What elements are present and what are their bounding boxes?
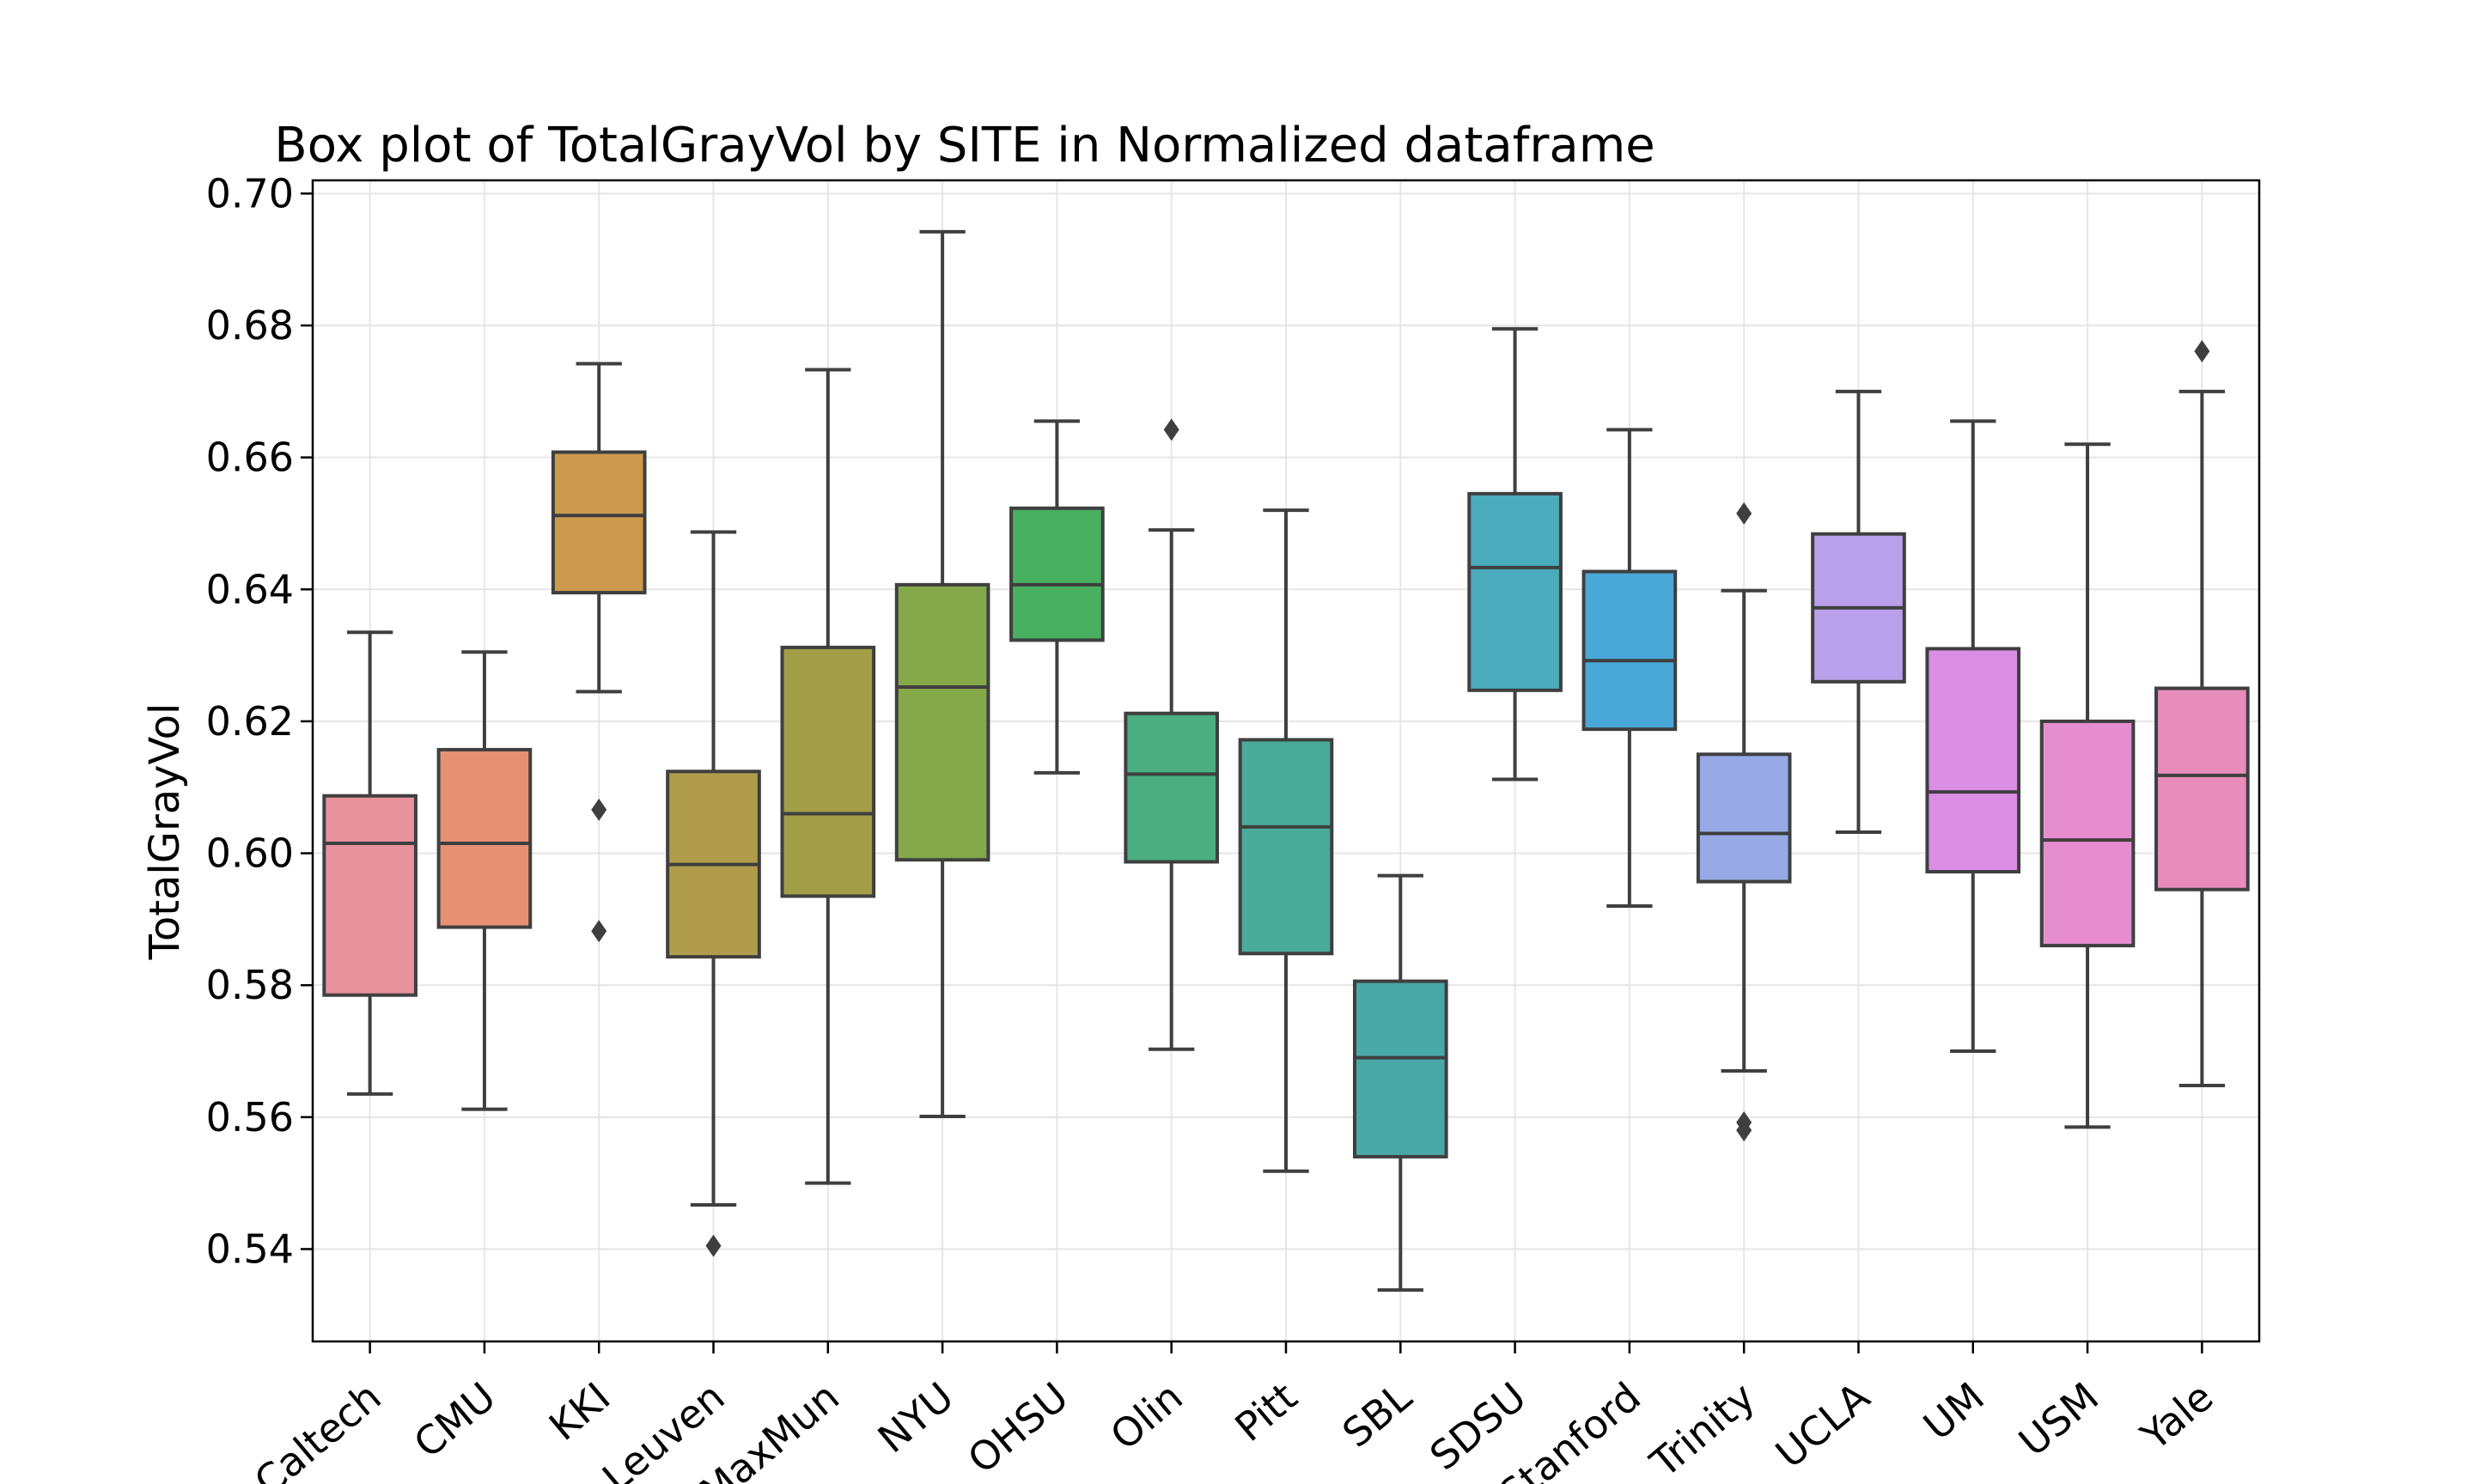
x-tick-label: OHSU [959, 1373, 1076, 1482]
x-tick-label: SBL [1333, 1373, 1420, 1457]
box-body [1352, 979, 1448, 1159]
box-um [1925, 419, 2021, 1053]
box-body [551, 450, 647, 595]
outlier-point [1736, 1119, 1752, 1142]
box-usm [2039, 442, 2136, 1129]
box-kki [551, 362, 647, 943]
y-tick-label: 0.56 [206, 1094, 294, 1140]
plot-frame [311, 179, 2261, 1343]
outlier-point [591, 920, 607, 943]
box-body [2039, 719, 2136, 948]
box-body [1124, 711, 1220, 864]
x-tick-label: Trinity [1641, 1373, 1764, 1484]
box-caltech [322, 630, 417, 1096]
y-tick-label: 0.70 [206, 170, 294, 216]
box-stanford [1581, 428, 1678, 908]
x-tick-label: CMU [405, 1373, 504, 1467]
y-tick-label: 0.66 [206, 435, 294, 481]
box-yale [2154, 339, 2250, 1087]
x-tick-label: Yale [2131, 1373, 2221, 1460]
x-tick-label: NYU [869, 1373, 962, 1462]
box-body [1696, 752, 1792, 884]
y-axis-label: TotalGrayVol [141, 703, 189, 961]
box-ohsu [1009, 419, 1105, 775]
box-body [1238, 738, 1334, 956]
box-body [436, 747, 533, 929]
outlier-point [1736, 502, 1752, 525]
box-body [2154, 686, 2250, 891]
y-tick-label: 0.64 [206, 566, 294, 612]
box-body [1925, 647, 2021, 874]
box-ucla [1811, 389, 1906, 834]
outlier-point [705, 1234, 722, 1257]
chart-title: Box plot of TotalGrayVol by SITE in Norm… [274, 118, 1654, 173]
y-tick-label: 0.60 [206, 830, 294, 877]
x-tick-label: USM [2010, 1373, 2107, 1465]
box-series [322, 229, 2250, 1292]
box-pitt [1238, 508, 1334, 1173]
box-maxmun [780, 368, 876, 1185]
box-sdsu [1467, 326, 1563, 782]
box-body [322, 794, 417, 997]
outlier-point [1163, 418, 1179, 441]
box-sbl [1352, 873, 1448, 1292]
x-tick-label: KKI [540, 1373, 618, 1450]
box-cmu [436, 650, 533, 1111]
box-trinity [1696, 502, 1792, 1142]
x-tick-label: Caltech [246, 1373, 390, 1484]
y-tick-label: 0.58 [206, 962, 294, 1008]
y-tick-label: 0.62 [206, 698, 294, 745]
box-body [894, 582, 990, 862]
box-olin [1124, 418, 1220, 1051]
box-leuven [666, 530, 761, 1257]
box-body [1581, 569, 1678, 732]
outlier-point [591, 798, 607, 821]
x-tick-label: UM [1915, 1373, 1993, 1450]
y-tick-label: 0.68 [206, 302, 294, 349]
x-tick-label: Olin [1101, 1373, 1191, 1459]
x-tick-label: Pitt [1226, 1373, 1306, 1451]
box-nyu [894, 229, 990, 1119]
y-tick-label: 0.54 [206, 1226, 294, 1272]
outlier-point [2194, 339, 2210, 362]
x-tick-label: UCLA [1767, 1373, 1879, 1477]
box-body [1009, 506, 1105, 642]
box-body [1467, 491, 1563, 692]
box-body [780, 645, 876, 898]
